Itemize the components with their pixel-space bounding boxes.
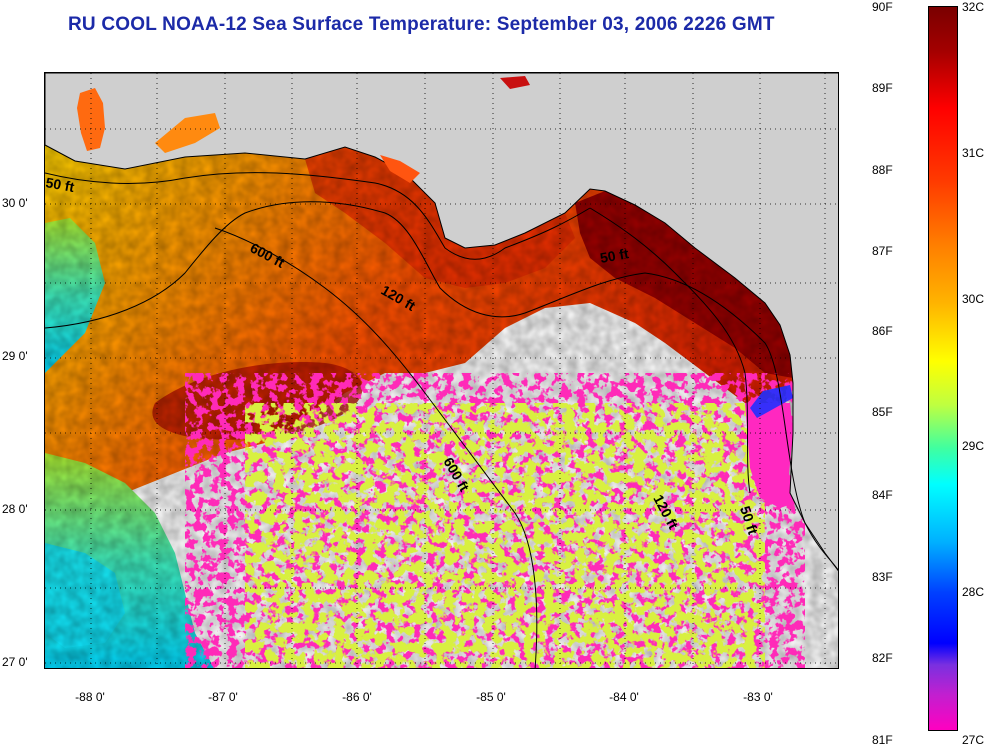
lon-label-88: -88 0'	[75, 690, 105, 704]
colorbar-label-82f: 82F	[872, 651, 893, 665]
coastline-land-north	[45, 73, 838, 572]
apalachicola-bay	[380, 155, 420, 183]
map-title: RU COOL NOAA-12 Sea Surface Temperature:…	[68, 14, 775, 35]
colorbar-label-90f: 90F	[872, 0, 893, 14]
blue-streak-east	[750, 385, 793, 418]
colorbar-label-88f: 88F	[872, 163, 893, 177]
lon-label-87: -87 0'	[208, 690, 238, 704]
pink-patch-east	[745, 403, 795, 508]
bathymetry-contours	[45, 172, 838, 668]
colorbar-label-89f: 89F	[872, 81, 893, 95]
lat-label-27: 27 0'	[2, 655, 28, 669]
colorbar-label-32c: 32C	[962, 0, 985, 14]
lon-label-86: -86 0'	[342, 690, 372, 704]
lon-label-84: -84 0'	[609, 690, 639, 704]
contour-label-50ft-bigbend: 50 ft	[599, 245, 630, 266]
temperature-colorbar	[928, 6, 958, 731]
mobile-bay	[77, 88, 105, 151]
sst-map[interactable]: 50 ft 600 ft 120 ft 50 ft 600 ft 120 ft …	[44, 72, 839, 669]
colorbar-label-83f: 83F	[872, 570, 893, 584]
colorbar-label-87f: 87F	[872, 244, 893, 258]
contour-50ft-east	[589, 207, 751, 494]
colorbar-label-85f: 85F	[872, 405, 893, 419]
speckle-yellow	[245, 403, 765, 668]
colorbar-label-81f: 81F	[872, 733, 893, 747]
contour-label-50ft-west: 50 ft	[45, 174, 76, 195]
lat-label-30: 30 0'	[2, 196, 28, 210]
lat-label-29: 29 0'	[2, 349, 28, 363]
sst-map-canvas: 50 ft 600 ft 120 ft 50 ft 600 ft 120 ft …	[45, 73, 838, 668]
contour-600ft	[214, 227, 538, 668]
lat-label-28: 28 0'	[2, 502, 28, 516]
contour-120ft	[45, 201, 838, 571]
colorbar-label-30c: 30C	[962, 292, 985, 306]
contour-50ft-north	[45, 172, 591, 260]
colorbar-label-29c: 29C	[962, 439, 985, 453]
colorbar-label-86f: 86F	[872, 324, 893, 338]
colorbar-label-27c: 27C	[962, 733, 985, 747]
colorbar-label-31c: 31C	[962, 146, 985, 160]
pensacola-bay	[155, 113, 220, 153]
lon-label-85: -85 0'	[476, 690, 506, 704]
colorbar-label-28c: 28C	[962, 585, 985, 599]
lon-label-83: -83 0'	[743, 690, 773, 704]
colorbar-label-84f: 84F	[872, 488, 893, 502]
lake-okeechobee-hint	[500, 76, 530, 89]
